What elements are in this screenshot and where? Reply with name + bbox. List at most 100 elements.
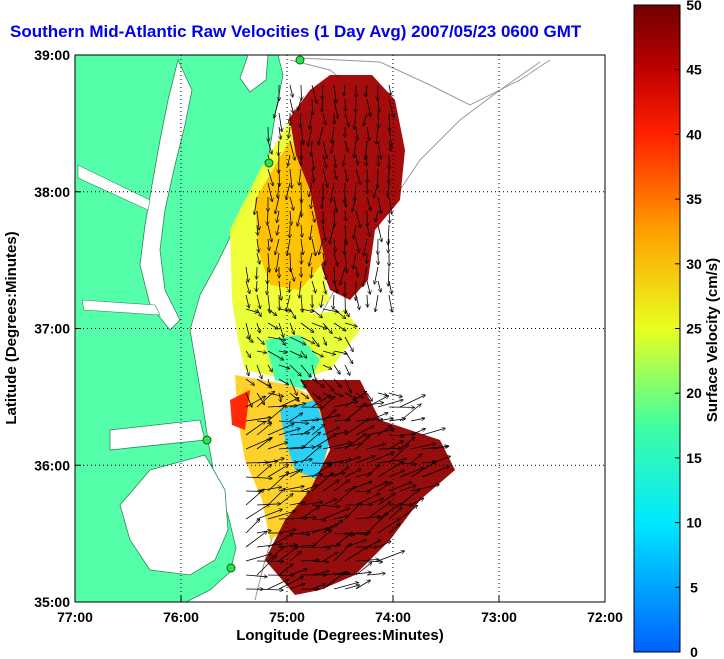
- velocity-vector: [421, 466, 450, 478]
- velocity-vector: [300, 238, 303, 255]
- velocity-vector: [345, 196, 346, 207]
- velocity-vector: [278, 428, 300, 436]
- velocity-vector: [300, 485, 318, 492]
- x-axis-label: Longitude (Degrees:Minutes): [236, 627, 444, 644]
- velocity-vector: [340, 266, 346, 285]
- velocity-vector: [289, 551, 301, 562]
- velocity-vector: [322, 168, 328, 187]
- colorbar-tick-label: 30: [686, 256, 702, 272]
- velocity-vector: [286, 294, 291, 311]
- velocity-vector: [366, 498, 383, 506]
- velocity-vector: [311, 463, 332, 464]
- grid-lines: [75, 55, 605, 602]
- velocity-vector: [267, 266, 268, 284]
- velocity-vector: [245, 294, 249, 308]
- velocity-vector: [311, 530, 332, 548]
- velocity-vector: [311, 140, 312, 156]
- velocity-vector: [344, 308, 349, 317]
- velocity-vector: [245, 531, 267, 548]
- velocity-vector: [355, 210, 361, 228]
- velocity-vector: [355, 392, 364, 398]
- colorbar-ticks: 0 5 10 15 20 25 30 35 40 45 50: [675, 0, 702, 659]
- velocity-vector: [377, 426, 391, 436]
- velocity-vector: [311, 392, 321, 399]
- colorbar-tick-label: 20: [686, 385, 702, 401]
- velocity-vector: [345, 224, 346, 244]
- velocity-vector: [312, 168, 314, 183]
- velocity-vector: [344, 364, 350, 375]
- velocity-vector: [389, 84, 391, 95]
- velocity-vector: [289, 413, 303, 422]
- velocity-vector: [364, 238, 368, 256]
- velocity-vector: [375, 210, 379, 222]
- velocity-vector: [245, 575, 267, 577]
- colorbar-tick-label: 40: [686, 126, 702, 142]
- velocity-vector: [257, 224, 258, 235]
- velocity-vector: [377, 503, 402, 520]
- velocity-vector: [363, 112, 368, 126]
- velocity-vector: [309, 182, 313, 197]
- velocity-vector: [366, 513, 388, 534]
- velocity-vector: [378, 98, 379, 112]
- velocity-vector: [399, 437, 415, 450]
- velocity-vector: [322, 112, 326, 125]
- velocity-vector: [311, 584, 325, 590]
- radar-station: [295, 55, 305, 65]
- velocity-vector: [366, 429, 394, 436]
- velocity-vector: [343, 154, 345, 166]
- velocity-vector: [256, 364, 262, 379]
- velocity-vector: [300, 446, 321, 464]
- velocity-vector: [322, 545, 340, 548]
- velocity-vector: [275, 196, 280, 214]
- velocity-vector: [278, 280, 281, 300]
- velocity-vector: [245, 336, 253, 342]
- velocity-vector: [366, 98, 371, 116]
- velocity-vector: [322, 140, 327, 159]
- velocity-vector: [274, 98, 280, 118]
- velocity-vector: [377, 462, 403, 478]
- velocity-vector: [311, 266, 312, 278]
- velocity-vector: [377, 482, 392, 492]
- velocity-vector: [267, 575, 294, 576]
- velocity-vector: [388, 444, 409, 464]
- velocity-vector: [333, 486, 356, 506]
- velocity-vector: [300, 322, 314, 332]
- velocity-vector: [376, 126, 378, 144]
- velocity-vector: [388, 441, 403, 450]
- velocity-vector: [278, 309, 291, 311]
- velocity-vector: [278, 351, 287, 353]
- velocity-vector: [322, 154, 327, 168]
- velocity-vector: [322, 350, 335, 355]
- velocity-vector: [300, 308, 314, 312]
- velocity-vector: [300, 560, 319, 561]
- velocity-vector: [355, 403, 384, 408]
- velocity-vector: [333, 294, 334, 309]
- velocity-vector: [356, 126, 357, 141]
- velocity-vector: [344, 378, 351, 393]
- velocity-vector: [311, 434, 337, 450]
- velocity-vector: [245, 392, 252, 407]
- velocity-vector: [334, 154, 336, 168]
- velocity-vector: [344, 112, 349, 127]
- velocity-vector: [267, 336, 286, 340]
- velocity-vector: [256, 280, 257, 292]
- velocity-vector: [410, 429, 425, 436]
- velocity-vector: [289, 459, 312, 464]
- velocity-vector: [245, 280, 250, 294]
- velocity-vector: [356, 154, 358, 165]
- velocity-vector: [256, 544, 282, 548]
- velocity-vector: [334, 210, 335, 226]
- velocity-vector: [267, 511, 296, 520]
- velocity-vector: [366, 84, 367, 97]
- velocity-vector: [389, 140, 391, 151]
- velocity-vector: [312, 154, 314, 170]
- velocity-vector: [311, 280, 316, 293]
- velocity-vector: [344, 84, 345, 96]
- y-tick-label: 36:00: [34, 457, 70, 473]
- velocity-vector: [267, 364, 272, 372]
- velocity-vector: [257, 238, 259, 252]
- velocity-vector: [267, 322, 278, 329]
- velocity-vector: [267, 442, 287, 450]
- velocity-vector: [366, 413, 388, 422]
- chart-title: Southern Mid-Atlantic Raw Velocities (1 …: [10, 22, 582, 41]
